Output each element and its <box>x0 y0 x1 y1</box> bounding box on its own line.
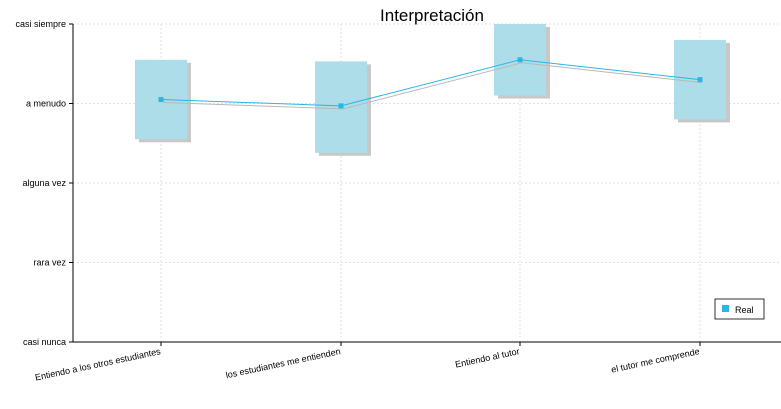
series-line-shadow <box>162 62 703 110</box>
data-point <box>338 103 344 109</box>
series-line <box>160 59 701 107</box>
x-tick-label: Entiendo a los otros estudiantes <box>34 346 162 383</box>
data-point <box>517 57 523 63</box>
y-tick-label: casi nunca <box>23 337 66 347</box>
y-tick-label: rara vez <box>33 258 66 268</box>
data-point <box>158 97 164 103</box>
legend: Real <box>714 298 765 320</box>
x-tick-label: Entiendo al tutor <box>454 346 520 369</box>
x-tick-label: el tutor me comprende <box>610 346 700 375</box>
chart-title: Interpretación <box>380 6 484 25</box>
y-tick-label: a menudo <box>26 99 66 109</box>
series-lines <box>158 57 703 110</box>
boxes <box>135 24 730 156</box>
x-tick-label: los estudiantes me entienden <box>225 346 342 380</box>
legend-marker <box>722 305 729 312</box>
legend-label: Real <box>735 305 754 315</box>
data-point <box>697 77 703 83</box>
legend-box <box>714 298 765 320</box>
y-tick-label: casi siempre <box>15 19 66 29</box>
axes: casi nunca rara vez alguna vez a menudo casi… <box>15 19 781 383</box>
y-tick-label: alguna vez <box>22 178 66 188</box>
